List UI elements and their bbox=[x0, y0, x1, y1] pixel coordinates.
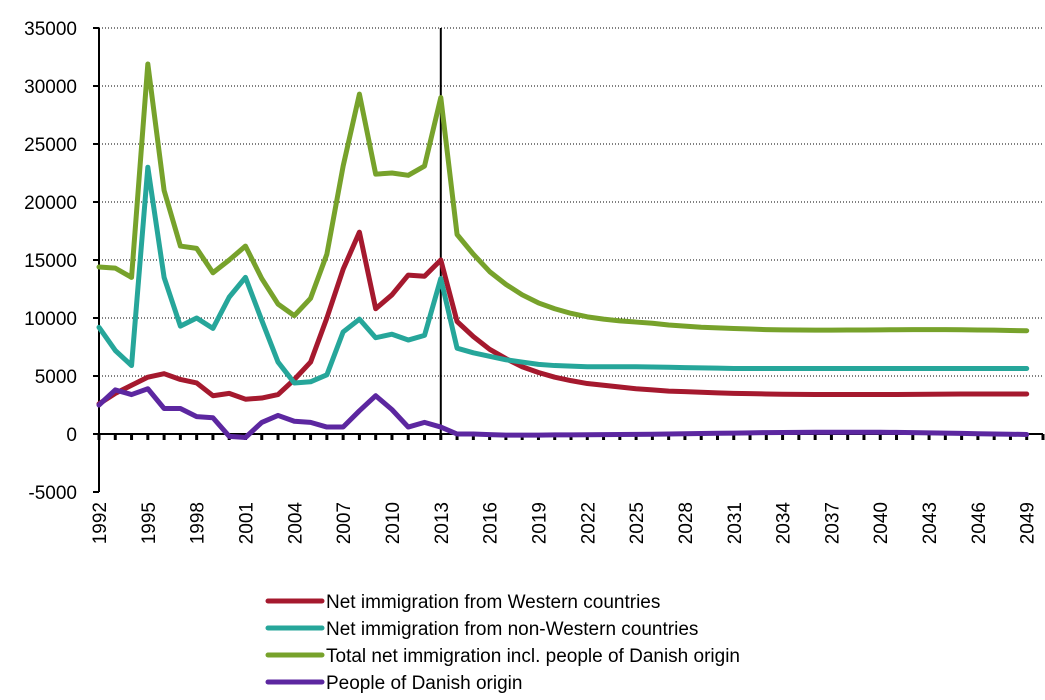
series-line-4 bbox=[96, 386, 1030, 440]
y-tick-label: 0 bbox=[66, 425, 77, 446]
y-tick-label: 35000 bbox=[24, 19, 77, 40]
x-tick-label: 2037 bbox=[822, 502, 843, 544]
series-line-1 bbox=[96, 229, 1030, 407]
x-tick-label: 2019 bbox=[529, 502, 550, 544]
series-line-3 bbox=[96, 61, 1030, 334]
y-tick-label: 25000 bbox=[24, 135, 77, 156]
legend-label: Net immigration from Western countries bbox=[326, 592, 660, 613]
x-tick-label: 2025 bbox=[627, 502, 648, 544]
x-tick-label: 2028 bbox=[676, 502, 697, 544]
y-tick-label: -5000 bbox=[28, 483, 77, 504]
x-tick-label: 2043 bbox=[920, 502, 941, 544]
x-tick-label: 1992 bbox=[90, 502, 111, 544]
legend-label: Total net immigration incl. people of Da… bbox=[326, 646, 740, 667]
x-tick-label: 2013 bbox=[432, 502, 453, 544]
x-tick-label: 2046 bbox=[969, 502, 990, 544]
x-tick-label: 1998 bbox=[188, 502, 209, 544]
x-tick-label: 2004 bbox=[285, 502, 306, 545]
y-tick-label: 5000 bbox=[35, 367, 77, 388]
y-tick-label: 10000 bbox=[24, 309, 77, 330]
series-lines bbox=[96, 61, 1030, 440]
legend-label: People of Danish origin bbox=[326, 673, 522, 694]
y-tick-label: 15000 bbox=[24, 251, 77, 272]
y-tick-label: 20000 bbox=[24, 193, 77, 214]
x-tick-label: 2040 bbox=[871, 502, 892, 544]
x-tick-label: 2022 bbox=[578, 502, 599, 544]
y-tick-label: 30000 bbox=[24, 77, 77, 98]
x-tick-label: 2016 bbox=[481, 502, 502, 544]
x-tick-label: 2031 bbox=[725, 502, 746, 544]
series-line-2 bbox=[96, 164, 1030, 386]
x-tick-label: 2049 bbox=[1018, 502, 1039, 544]
legend: Net immigration from Western countries Ne… bbox=[265, 592, 740, 694]
x-tick-label: 2034 bbox=[774, 502, 795, 545]
x-tick-label: 2001 bbox=[236, 502, 257, 544]
gridlines bbox=[99, 27, 1043, 377]
legend-label: Net immigration from non-Western countri… bbox=[326, 619, 698, 640]
axes: -5000 0 5000 10000 15000 20000 25000 30000 35000… bbox=[24, 19, 1045, 545]
x-tick-label: 2010 bbox=[383, 502, 404, 544]
x-tick-label: 1995 bbox=[139, 502, 160, 544]
x-tick-label: 2007 bbox=[334, 502, 355, 544]
